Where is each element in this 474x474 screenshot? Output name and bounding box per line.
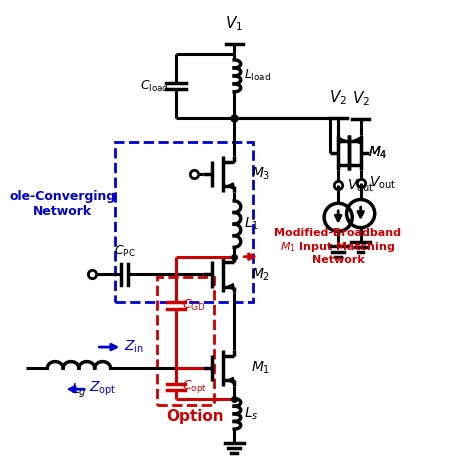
Text: $L_g$: $L_g$	[71, 381, 87, 400]
Text: $V_2$: $V_2$	[329, 88, 347, 107]
Text: Modified-Broadband
$M_1$ Input Matching
Network: Modified-Broadband $M_1$ Input Matching …	[274, 228, 401, 265]
Text: $C_\mathrm{GD}$: $C_\mathrm{GD}$	[182, 298, 206, 313]
Text: $M_4$: $M_4$	[368, 145, 387, 161]
Text: $V_\mathrm{out}$: $V_\mathrm{out}$	[369, 175, 396, 191]
Text: $M_2$: $M_2$	[251, 266, 270, 283]
Text: $V_\mathrm{out}$: $V_\mathrm{out}$	[346, 177, 374, 194]
Text: $Z_\mathrm{in}$: $Z_\mathrm{in}$	[124, 339, 144, 356]
Text: $V_1$: $V_1$	[225, 15, 243, 33]
Text: $C_\mathrm{PC}$: $C_\mathrm{PC}$	[114, 245, 136, 259]
Text: $L_s$: $L_s$	[245, 405, 259, 422]
Text: $L_1$: $L_1$	[245, 216, 259, 232]
Text: $C_\mathrm{opt}$: $C_\mathrm{opt}$	[182, 378, 207, 395]
Text: $Z_\mathrm{opt}$: $Z_\mathrm{opt}$	[90, 380, 117, 398]
Text: $M_4$: $M_4$	[368, 145, 387, 161]
Bar	[115, 142, 253, 301]
Text: $M_1$: $M_1$	[251, 360, 270, 376]
Text: $V_2$: $V_2$	[352, 90, 370, 108]
Bar	[157, 277, 214, 405]
Text: $C_\mathrm{load}$: $C_\mathrm{load}$	[140, 79, 169, 94]
Text: Option: Option	[167, 409, 224, 424]
Text: $L_\mathrm{load}$: $L_\mathrm{load}$	[245, 68, 272, 83]
Text: ole-Converging
Network: ole-Converging Network	[10, 190, 116, 218]
Text: $M_3$: $M_3$	[251, 165, 270, 182]
